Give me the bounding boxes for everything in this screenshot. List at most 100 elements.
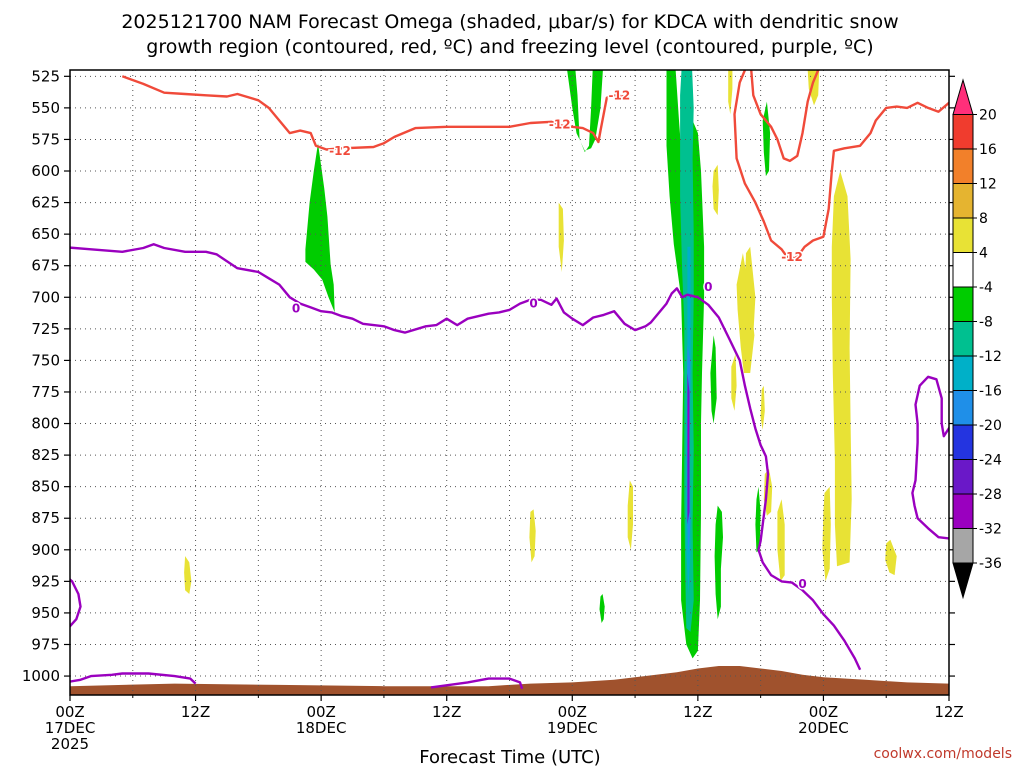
x-tick-label: 12Z	[181, 703, 210, 721]
omega-region-1	[567, 70, 603, 153]
omega-region-11	[755, 486, 761, 553]
contour-labels: -12 -12 -12 -12 0 0 0 0	[290, 87, 808, 593]
x-tick-label: 18DEC	[296, 719, 347, 737]
colorbar-swatch	[952, 355, 974, 391]
omega-region-13	[558, 202, 564, 272]
x-tick-label: 20DEC	[798, 719, 849, 737]
x-tick-label: 00Z	[809, 703, 838, 721]
credit-text: coolwx.com/models	[874, 746, 1012, 762]
colorbar-label: 16	[979, 142, 997, 158]
y-tick-label: 700	[31, 288, 60, 306]
omega-region-25	[831, 171, 852, 567]
colorbar-bottom-arrow	[952, 562, 974, 600]
y-tick-label: 600	[31, 162, 60, 180]
chart-title-line1: 2025121700 NAM Forecast Omega (shaded, μ…	[121, 11, 898, 33]
contours	[70, 70, 949, 690]
colorbar-swatch	[952, 528, 974, 564]
colorbar-swatch	[952, 493, 974, 529]
colorbar-swatch	[952, 252, 974, 288]
omega-region-26	[822, 486, 831, 582]
colorbar-swatch	[952, 148, 974, 184]
omega-region-12	[599, 594, 605, 623]
freezing-contour-label: 0	[704, 280, 712, 294]
snow-growth-contour-label: -12	[329, 144, 351, 158]
snow-growth-contour-label: -12	[781, 250, 803, 264]
colorbar-swatch	[952, 183, 974, 219]
colorbar-label: 4	[979, 246, 988, 262]
colorbar-label: -32	[979, 522, 1002, 538]
y-tick-label: 750	[31, 351, 60, 369]
colorbar-swatch	[952, 459, 974, 495]
snow-growth-contour-line-0	[121, 75, 625, 151]
colorbar-label: -12	[979, 349, 1002, 365]
colorbar-label: -24	[979, 453, 1002, 469]
colorbar-top-arrow	[952, 78, 974, 115]
plot-frame	[69, 69, 950, 696]
y-tick-label: 725	[31, 320, 60, 338]
omega-region-3	[680, 70, 694, 632]
y-tick-label: 875	[31, 509, 60, 527]
x-tick-label: 17DEC	[45, 719, 96, 737]
colorbar-label: -4	[979, 280, 993, 296]
omega-region-21	[744, 246, 756, 336]
omega-region-24	[807, 70, 820, 106]
colorbar-label: -8	[979, 315, 993, 331]
colorbar-swatch	[952, 424, 974, 460]
terrain-fill	[70, 666, 949, 695]
colorbar-swatch	[952, 217, 974, 253]
omega-region-9	[714, 505, 723, 620]
omega-region-7	[687, 392, 689, 462]
colorbar-swatch	[952, 390, 974, 426]
colorbar-swatch	[952, 321, 974, 357]
grid	[70, 70, 949, 695]
colorbar-label: 8	[979, 211, 988, 227]
y-tick-label: 950	[31, 604, 60, 622]
omega-region-15	[529, 509, 536, 563]
omega-region-20	[731, 354, 737, 411]
freezing-contour-label: 0	[529, 297, 537, 311]
terrain	[70, 666, 949, 695]
omega-region-16	[627, 480, 633, 550]
y-tick-label: 525	[31, 67, 60, 85]
y-tick-label: 775	[31, 383, 60, 401]
colorbar-label: -36	[979, 556, 1002, 572]
x-tick-label: 00Z	[558, 703, 587, 721]
omega-region-17	[712, 164, 719, 216]
colorbar-label: -20	[979, 418, 1002, 434]
y-tick-label: 975	[31, 635, 60, 653]
freezing-contour-label: 0	[292, 302, 300, 316]
y-tick-label: 675	[31, 257, 60, 275]
chart-title-line2: growth region (contoured, red, ºC) and f…	[146, 36, 873, 58]
y-tick-label: 825	[31, 446, 60, 464]
freezing-contour-line-2	[70, 672, 197, 685]
y-tick-label: 550	[31, 99, 60, 117]
y-tick-label: 800	[31, 415, 60, 433]
y-tick-label: 575	[31, 130, 60, 148]
freezing-contour-line-3	[430, 677, 524, 690]
omega-region-23	[777, 499, 785, 582]
colorbar-swatch	[952, 114, 974, 150]
omega-region-14	[184, 556, 192, 594]
x-tick-label: 2025	[51, 735, 89, 753]
freezing-contour-label: 0	[798, 577, 806, 591]
colorbar-label: -28	[979, 487, 1002, 503]
x-tick-label: 12Z	[934, 703, 963, 721]
omega-region-19	[736, 253, 755, 373]
snow-growth-contour-label: -12	[549, 117, 571, 131]
snow-growth-contour-line-1	[750, 70, 820, 163]
x-tick-label: 12Z	[432, 703, 461, 721]
x-tick-label: 19DEC	[547, 719, 598, 737]
x-tick-label: 12Z	[683, 703, 712, 721]
freezing-contour-line-1	[70, 578, 82, 628]
snow-growth-contour-line-2	[733, 70, 949, 261]
colorbar-label: 12	[979, 177, 997, 193]
y-tick-label: 900	[31, 541, 60, 559]
omega-region-22	[760, 385, 765, 430]
omega-shading	[184, 70, 897, 659]
y-tick-label: 850	[31, 478, 60, 496]
y-tick-label: 625	[31, 194, 60, 212]
y-tick-label: 1000	[22, 667, 60, 685]
freezing-contour-line-4	[911, 375, 949, 540]
colorbar-label: -16	[979, 384, 1002, 400]
